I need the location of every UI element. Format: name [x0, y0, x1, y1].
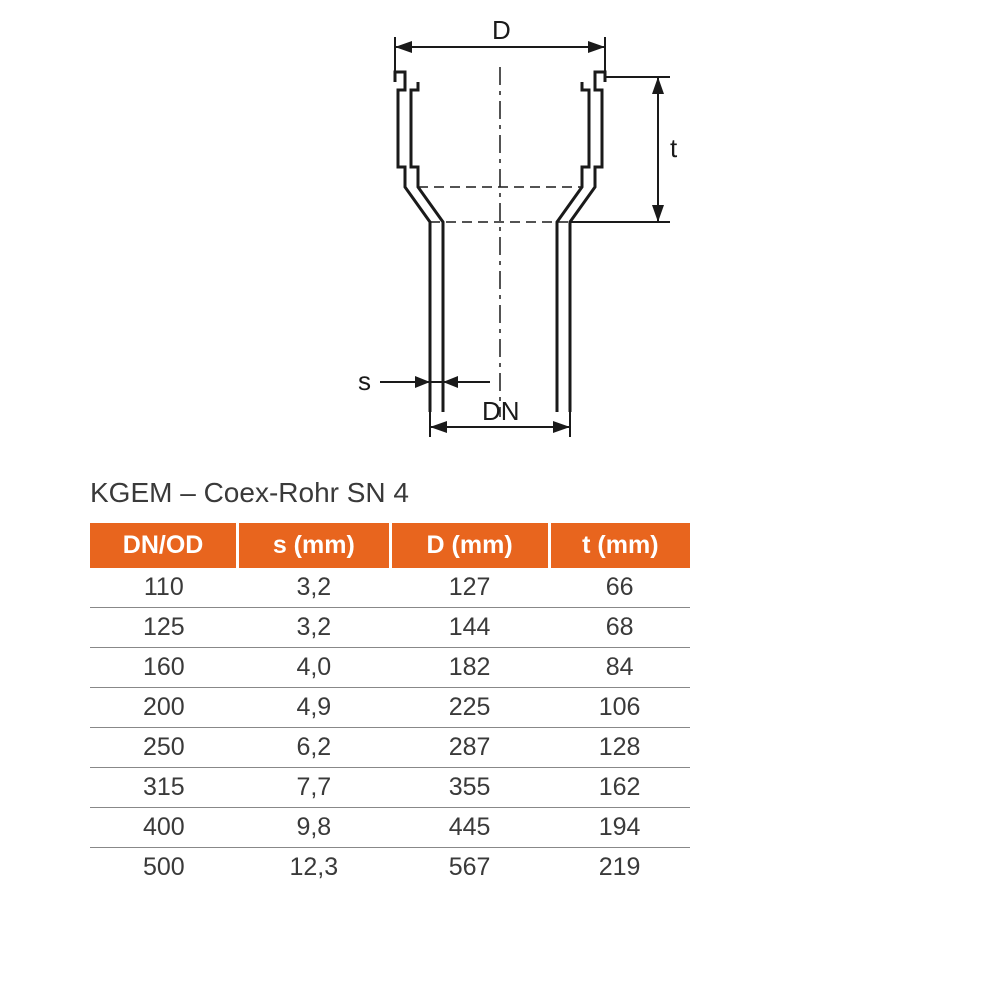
table-cell: 3,2 [238, 608, 390, 648]
table-row: 2506,2287128 [90, 728, 690, 768]
table-row: 1103,212766 [90, 568, 690, 608]
table-cell: 4,9 [238, 688, 390, 728]
table-cell: 106 [549, 688, 690, 728]
table-row: 3157,7355162 [90, 768, 690, 808]
table-cell: 567 [390, 848, 549, 888]
table-cell: 66 [549, 568, 690, 608]
table-cell: 250 [90, 728, 238, 768]
table-cell: 68 [549, 608, 690, 648]
table-row: 2004,9225106 [90, 688, 690, 728]
spec-table: DN/OD s (mm) D (mm) t (mm) 1103,21276612… [90, 523, 690, 887]
table-cell: 3,2 [238, 568, 390, 608]
table-cell: 400 [90, 808, 238, 848]
table-title: KGEM – Coex-Rohr SN 4 [90, 477, 910, 509]
table-cell: 160 [90, 648, 238, 688]
table-cell: 162 [549, 768, 690, 808]
table-cell: 219 [549, 848, 690, 888]
table-row: 1604,018284 [90, 648, 690, 688]
table-cell: 315 [90, 768, 238, 808]
table-cell: 12,3 [238, 848, 390, 888]
table-cell: 225 [390, 688, 549, 728]
table-cell: 194 [549, 808, 690, 848]
table-cell: 287 [390, 728, 549, 768]
table-row: 50012,3567219 [90, 848, 690, 888]
table-row: 4009,8445194 [90, 808, 690, 848]
table-cell: 110 [90, 568, 238, 608]
dim-label-DN: DN [482, 396, 520, 426]
table-cell: 355 [390, 768, 549, 808]
table-cell: 84 [549, 648, 690, 688]
dim-label-s: s [358, 366, 371, 396]
col-header: DN/OD [90, 523, 238, 568]
dim-label-D: D [492, 15, 511, 45]
dim-label-t: t [670, 133, 678, 163]
table-cell: 200 [90, 688, 238, 728]
table-cell: 127 [390, 568, 549, 608]
table-cell: 4,0 [238, 648, 390, 688]
table-cell: 445 [390, 808, 549, 848]
pipe-diagram: D t s [90, 12, 910, 447]
table-cell: 182 [390, 648, 549, 688]
table-cell: 6,2 [238, 728, 390, 768]
pipe-svg: D t s [220, 12, 780, 442]
col-header: s (mm) [238, 523, 390, 568]
table-cell: 500 [90, 848, 238, 888]
table-header-row: DN/OD s (mm) D (mm) t (mm) [90, 523, 690, 568]
table-cell: 128 [549, 728, 690, 768]
table-cell: 125 [90, 608, 238, 648]
table-row: 1253,214468 [90, 608, 690, 648]
col-header: t (mm) [549, 523, 690, 568]
col-header: D (mm) [390, 523, 549, 568]
table-cell: 144 [390, 608, 549, 648]
table-cell: 7,7 [238, 768, 390, 808]
table-cell: 9,8 [238, 808, 390, 848]
